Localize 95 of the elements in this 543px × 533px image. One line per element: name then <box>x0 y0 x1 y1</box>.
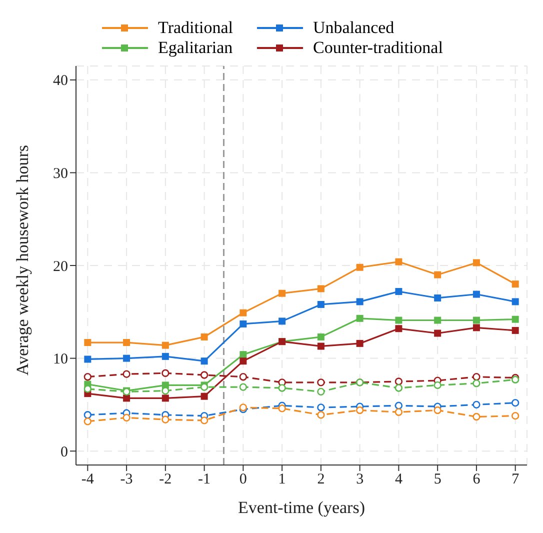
x-tick-label: -2 <box>159 472 172 488</box>
point <box>200 371 208 379</box>
point <box>239 383 248 391</box>
point <box>395 288 402 295</box>
point <box>240 351 247 358</box>
point <box>162 394 169 402</box>
point <box>200 392 208 400</box>
x-tick-label: 2 <box>317 472 325 488</box>
point <box>434 316 442 324</box>
point <box>512 280 519 288</box>
y-tick-label: 20 <box>53 258 68 275</box>
point <box>394 402 403 410</box>
point <box>434 294 442 302</box>
point <box>356 340 364 347</box>
point <box>84 339 92 346</box>
point <box>317 300 324 308</box>
point <box>472 373 480 381</box>
x-tick-label: 6 <box>472 472 481 488</box>
point <box>434 381 442 390</box>
point <box>84 385 92 393</box>
y-tick-label: 10 <box>53 352 68 368</box>
point <box>472 324 480 332</box>
point <box>122 414 130 422</box>
y-axis-title: Average weekly housework hours <box>13 144 32 376</box>
point <box>239 373 248 381</box>
point <box>123 339 130 346</box>
legend-label: Unbalanced <box>312 18 394 38</box>
x-tick-label: 1 <box>278 472 286 488</box>
x-tick-label: 3 <box>356 472 364 488</box>
y-tick-label: 40 <box>53 73 68 90</box>
x-tick-label: 5 <box>434 472 442 488</box>
point <box>317 378 325 386</box>
point <box>395 325 402 332</box>
point <box>317 333 324 340</box>
point <box>395 258 402 266</box>
x-tick-label: -3 <box>120 472 133 488</box>
point <box>472 400 480 409</box>
point <box>162 352 169 360</box>
point <box>317 388 325 396</box>
point <box>200 416 208 424</box>
point <box>317 404 325 412</box>
x-tick-label: 4 <box>394 472 403 488</box>
point <box>472 379 480 388</box>
point <box>317 342 324 350</box>
point <box>472 259 480 266</box>
point <box>278 318 286 325</box>
point <box>394 378 403 386</box>
y-tick-label: 30 <box>53 166 68 182</box>
x-tick-label: 0 <box>239 472 247 488</box>
point <box>512 316 519 323</box>
point <box>434 271 442 278</box>
point <box>511 398 520 407</box>
legend-label: Counter-traditional <box>312 38 443 58</box>
point <box>240 358 247 365</box>
point <box>511 412 520 420</box>
point <box>278 290 286 297</box>
point <box>472 316 480 324</box>
point <box>162 342 169 349</box>
point <box>240 320 247 328</box>
point <box>394 384 403 392</box>
point <box>123 354 130 362</box>
x-tick-label: -1 <box>198 472 211 488</box>
point <box>123 394 130 402</box>
point <box>317 411 325 419</box>
legend-label: Egalitarian <box>158 38 233 58</box>
point <box>200 358 208 365</box>
point <box>240 309 247 316</box>
point <box>122 370 130 378</box>
point <box>394 408 403 416</box>
point <box>434 406 442 414</box>
point <box>162 369 170 377</box>
x-tick-label: 7 <box>512 472 520 488</box>
x-axis-title: Event-time (years) <box>238 498 365 517</box>
point <box>84 356 92 363</box>
y-tick-label: 0 <box>60 444 68 460</box>
point <box>278 384 286 392</box>
point <box>512 326 519 334</box>
point <box>200 333 208 340</box>
point <box>278 404 286 412</box>
point <box>434 330 442 337</box>
point <box>356 298 364 306</box>
x-tick-label: -4 <box>81 472 94 488</box>
point <box>472 412 480 421</box>
point <box>356 406 364 414</box>
point <box>356 264 364 271</box>
point <box>84 411 92 419</box>
point <box>317 285 324 292</box>
point <box>395 316 402 324</box>
point <box>84 373 92 381</box>
point <box>84 418 92 426</box>
point <box>472 290 480 298</box>
legend-label: Traditional <box>158 18 233 38</box>
point <box>356 314 364 322</box>
point <box>512 298 519 306</box>
point <box>162 416 170 424</box>
